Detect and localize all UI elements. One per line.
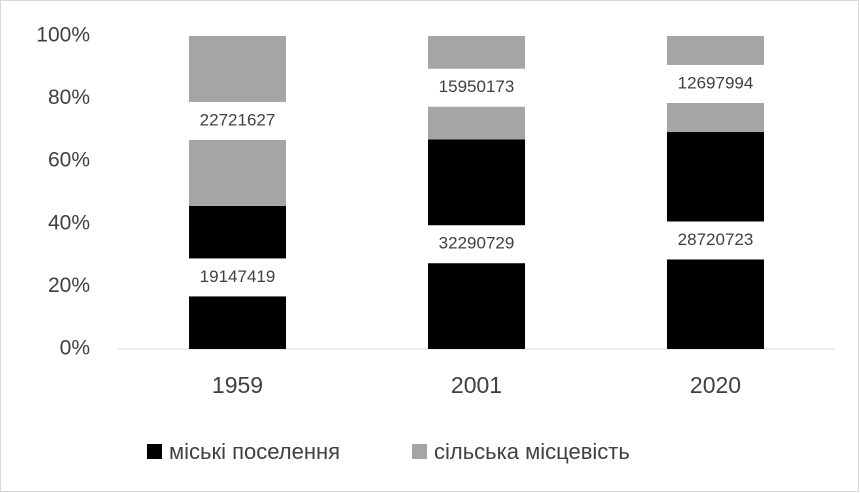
legend-swatch bbox=[147, 444, 162, 459]
data-label-box bbox=[667, 64, 764, 103]
data-label: 32290729 bbox=[439, 234, 515, 253]
x-tick-label: 2020 bbox=[690, 372, 741, 398]
x-tick-label: 1959 bbox=[212, 372, 263, 398]
data-label-box bbox=[428, 225, 525, 264]
legend-swatch bbox=[412, 444, 427, 459]
y-tick-label: 80% bbox=[48, 86, 90, 109]
data-label-box bbox=[428, 68, 525, 107]
data-label: 15950173 bbox=[439, 77, 515, 96]
y-tick-label: 40% bbox=[48, 211, 90, 234]
y-tick-label: 100% bbox=[36, 24, 90, 47]
y-tick-label: 20% bbox=[48, 274, 90, 297]
data-label: 28720723 bbox=[678, 230, 754, 249]
data-label-box bbox=[189, 258, 286, 297]
x-tick-label: 2001 bbox=[451, 372, 502, 398]
y-tick-label: 60% bbox=[48, 149, 90, 172]
data-label: 12697994 bbox=[678, 73, 754, 92]
data-label-box bbox=[667, 221, 764, 260]
data-label-box bbox=[189, 101, 286, 140]
legend-label: сільська місцевість bbox=[434, 439, 630, 464]
y-tick-label: 0% bbox=[60, 337, 90, 360]
data-label: 22721627 bbox=[200, 110, 276, 129]
data-label: 19147419 bbox=[200, 267, 276, 286]
legend-label: міські поселення bbox=[169, 439, 340, 464]
